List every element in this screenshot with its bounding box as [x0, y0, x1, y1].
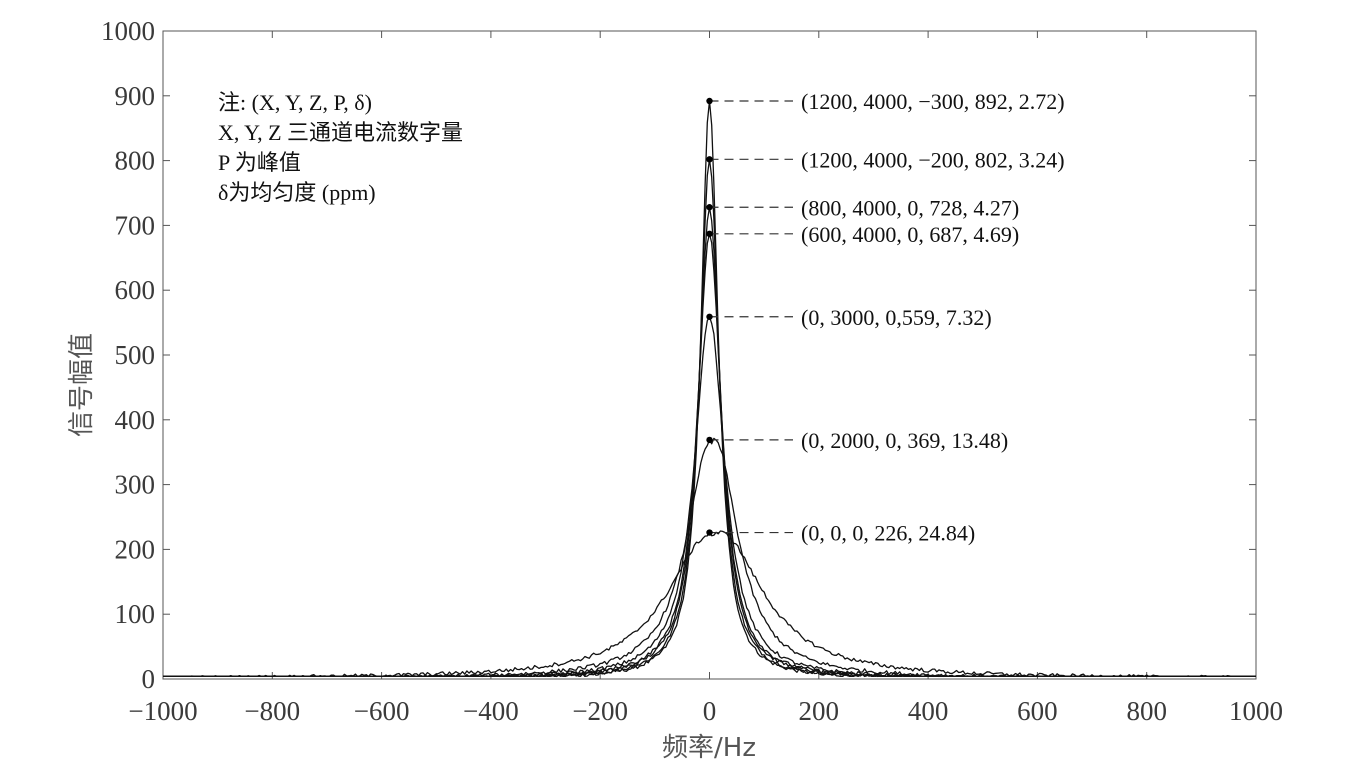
x-tick-label: −400	[463, 696, 519, 726]
spectrum-line	[163, 437, 1256, 678]
x-tick-label: 400	[908, 696, 949, 726]
x-tick-label: 200	[799, 696, 840, 726]
peak-label: (0, 0, 0, 226, 24.84)	[801, 521, 975, 546]
peak-marker	[706, 313, 713, 320]
peak-marker	[706, 97, 713, 105]
x-tick-label: 1000	[1229, 696, 1283, 726]
y-tick-label: 400	[115, 405, 156, 435]
peak-marker	[706, 436, 713, 444]
y-tick-label: 1000	[101, 16, 155, 46]
y-tick-label: 100	[115, 599, 156, 629]
peak-label: (600, 4000, 0, 687, 4.69)	[801, 222, 1019, 247]
x-tick-label: 0	[703, 696, 717, 726]
peak-label: (0, 2000, 0, 369, 13.48)	[801, 428, 1008, 453]
note-line: P 为峰值	[218, 150, 301, 175]
spectrum-line	[163, 316, 1256, 678]
spectrum-line	[163, 530, 1256, 678]
y-tick-label: 500	[115, 340, 156, 370]
x-tick-label: −200	[572, 696, 628, 726]
spectrum-line	[163, 233, 1256, 678]
note-line: δ为均匀度 (ppm)	[218, 180, 376, 205]
peak-marker	[706, 156, 713, 163]
x-tick-label: −600	[354, 696, 410, 726]
y-tick-label: 900	[115, 81, 156, 111]
x-tick-label: −1000	[128, 696, 197, 726]
peak-annotations: (1200, 4000, −300, 892, 2.72) (1200, 4000…	[706, 89, 1065, 546]
peak-marker	[706, 204, 713, 211]
x-tick-label: 800	[1126, 696, 1167, 726]
y-tick-label: 700	[115, 210, 156, 240]
axis-ticks: −1000 −800 −600 −400 −200 0 200 400 600 800 1000 0 1…	[101, 16, 1283, 726]
y-tick-label: 300	[115, 470, 156, 500]
y-axis-label: 信号幅值	[67, 333, 97, 437]
peak-marker	[706, 529, 713, 536]
note-line: 注: (X, Y, Z, P, δ)	[218, 90, 372, 115]
x-tick-label: −800	[244, 696, 300, 726]
peak-label: (1200, 4000, −200, 802, 3.24)	[801, 147, 1065, 172]
y-tick-label: 800	[115, 146, 156, 176]
x-tick-label: 600	[1017, 696, 1058, 726]
note-box: 注: (X, Y, Z, P, δ) X, Y, Z 三通道电流数字量 P 为峰…	[218, 90, 463, 205]
peak-label: (800, 4000, 0, 728, 4.27)	[801, 195, 1019, 220]
y-tick-label: 200	[115, 534, 156, 564]
y-tick-label: 600	[115, 275, 156, 305]
peak-marker	[706, 230, 713, 238]
y-tick-label: 0	[142, 664, 156, 694]
peak-label: (0, 3000, 0,559, 7.32)	[801, 305, 992, 330]
peak-label: (1200, 4000, −300, 892, 2.72)	[801, 89, 1065, 114]
x-axis-label: 频率/Hz	[662, 733, 756, 763]
note-line: X, Y, Z 三通道电流数字量	[218, 120, 463, 145]
